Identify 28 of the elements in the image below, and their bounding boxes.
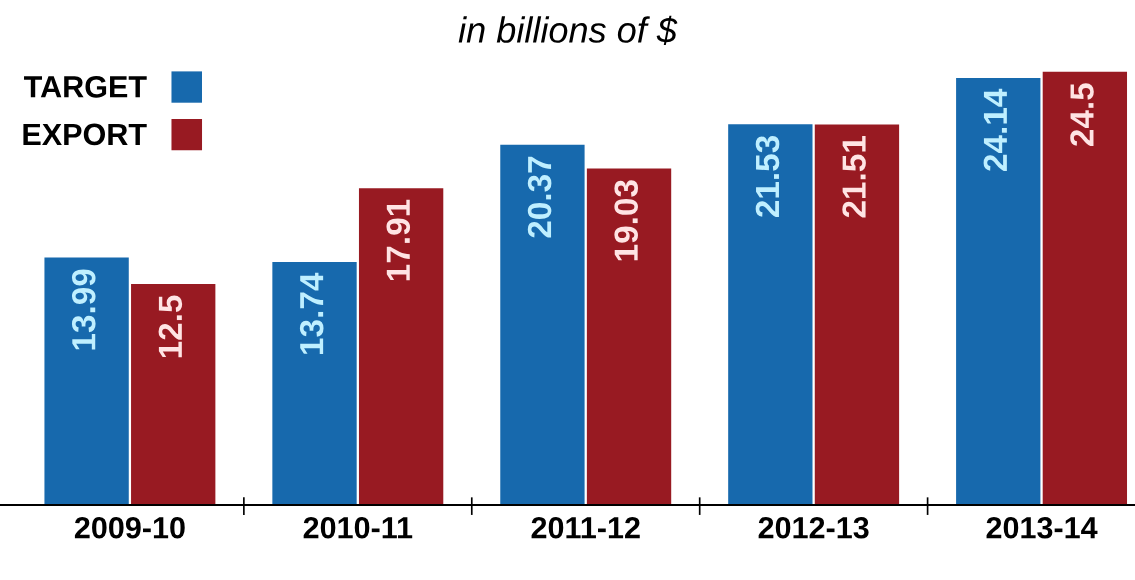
data-label: 19.03 bbox=[614, 180, 639, 261]
bar bbox=[358, 188, 444, 505]
data-label: 24.5 bbox=[1070, 83, 1094, 146]
bar bbox=[956, 78, 1041, 505]
x-tick-label: 2011-12 bbox=[531, 516, 640, 539]
bar bbox=[500, 144, 585, 505]
x-tick-label: 2010-11 bbox=[303, 516, 413, 539]
bar bbox=[272, 261, 357, 505]
bar bbox=[728, 124, 813, 505]
legend-label: TARGET bbox=[24, 76, 147, 98]
chart-title: in billions of $ bbox=[458, 15, 678, 45]
x-tick-label: 2012-13 bbox=[758, 516, 869, 539]
bar bbox=[131, 283, 216, 505]
bar bbox=[1042, 71, 1128, 505]
data-label: 20.37 bbox=[527, 156, 552, 238]
data-label: 24.14 bbox=[983, 88, 1007, 171]
data-label: 13.74 bbox=[299, 272, 324, 354]
bar bbox=[586, 168, 672, 505]
x-tick-label: 2013-14 bbox=[986, 516, 1098, 539]
x-tick-label: 2009-10 bbox=[74, 516, 185, 539]
data-label: 21.51 bbox=[842, 136, 866, 218]
data-label: 13.99 bbox=[71, 269, 96, 350]
data-label: 17.91 bbox=[386, 199, 411, 281]
bar bbox=[814, 124, 900, 505]
data-label: 12.5 bbox=[158, 295, 183, 358]
bar bbox=[44, 257, 129, 505]
legend-label: EXPORT bbox=[23, 123, 147, 146]
data-label: 21.53 bbox=[755, 136, 780, 218]
